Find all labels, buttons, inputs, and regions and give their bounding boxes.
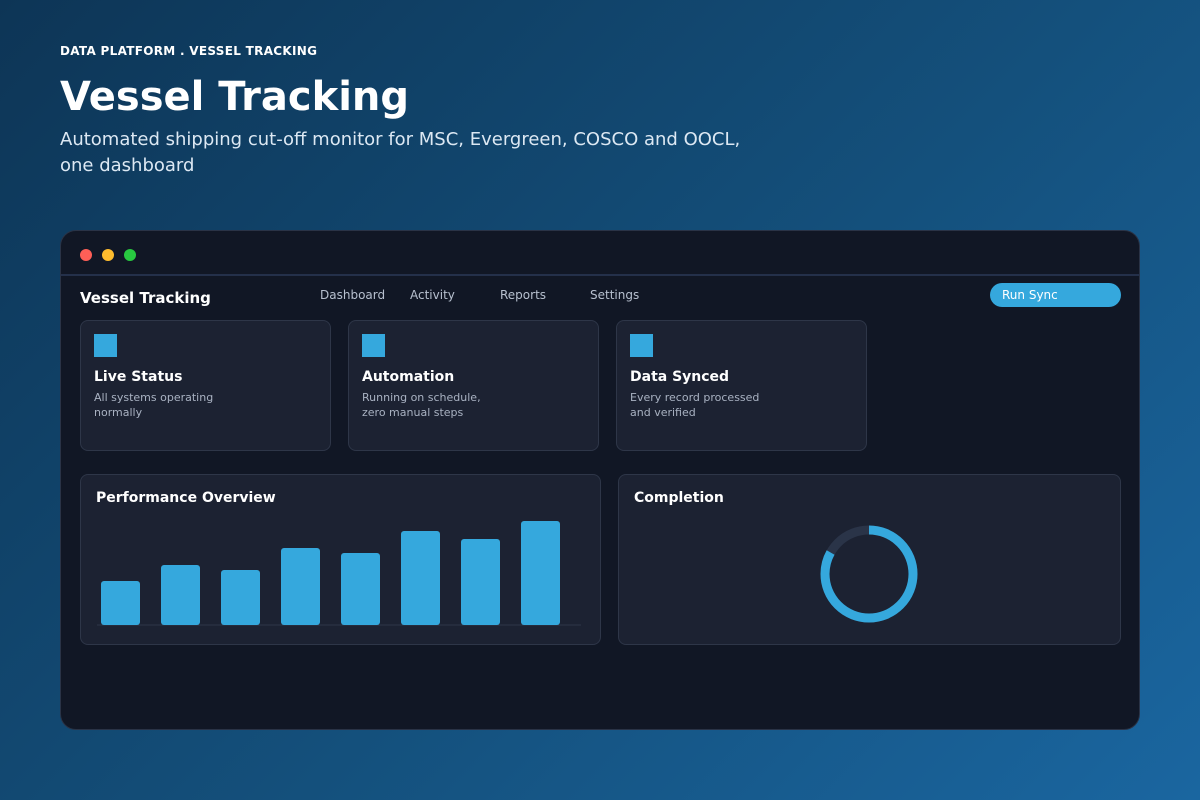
bar (341, 553, 380, 625)
donut-arc (820, 525, 918, 623)
subtitle: Automated shipping cut-off monitor for M… (60, 129, 741, 176)
nav-link[interactable]: Reports (500, 288, 547, 302)
page-title: Vessel Tracking (60, 74, 410, 120)
bar (461, 539, 500, 625)
close-dot[interactable] (80, 249, 92, 261)
minimize-dot[interactable] (102, 249, 114, 261)
nav-link[interactable]: Dashboard (320, 288, 386, 302)
run-sync-button[interactable]: Run Sync (990, 283, 1121, 307)
card-text: Running on schedule, zero manual steps (362, 391, 481, 419)
card: Data Synced Every record processed and v… (616, 320, 867, 451)
bar (161, 565, 200, 625)
chart-panel: Completion (618, 474, 1121, 645)
card-title: Automation (362, 369, 455, 385)
bar (281, 548, 320, 625)
nav-link[interactable]: Activity (410, 288, 455, 302)
card-icon (362, 334, 385, 357)
card-title: Data Synced (630, 369, 730, 385)
card-icon (94, 334, 117, 357)
card: Automation Running on schedule, zero man… (348, 320, 599, 451)
card-text: Every record processed and verified (630, 391, 760, 419)
bar (221, 570, 260, 625)
app-window: Vessel Tracking Dashboard Activity Repor… (60, 230, 1140, 730)
card: Live Status All systems operating normal… (80, 320, 331, 451)
card-icon (630, 334, 653, 357)
chart-title: Performance Overview (96, 490, 276, 506)
card-title: Live Status (94, 369, 183, 385)
nav-link[interactable]: Settings (590, 288, 640, 302)
divider (61, 274, 1139, 276)
eyebrow: DATA PLATFORM . VESSEL TRACKING (60, 44, 318, 58)
bar (521, 521, 560, 625)
card-text: All systems operating normally (94, 391, 214, 419)
chart-title: Completion (634, 490, 724, 506)
donut-chart (820, 525, 918, 623)
bar (101, 581, 140, 625)
chart-panel: Performance Overview (80, 474, 601, 645)
bar (401, 531, 440, 625)
brand: Vessel Tracking (80, 289, 211, 307)
maximize-dot[interactable] (124, 249, 136, 261)
bar-chart (97, 521, 581, 626)
